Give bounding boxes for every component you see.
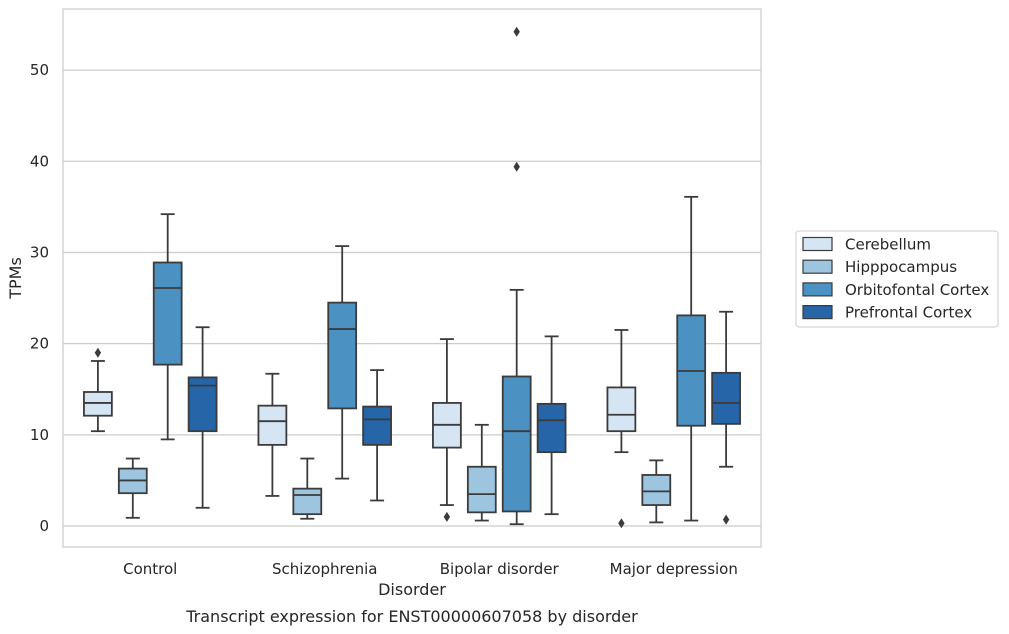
box-2-1 — [466, 423, 497, 522]
box-0-0 — [83, 347, 113, 433]
outlier-point — [513, 161, 520, 172]
legend-swatch — [802, 305, 833, 320]
x-axis-label: Disorder — [378, 580, 446, 599]
y-tick-label: 20 — [30, 335, 49, 353]
box-body — [362, 405, 392, 446]
box-body — [466, 465, 497, 514]
legend: Cerebellum Hipppocampus Orbitofontal Corte… — [795, 230, 999, 328]
x-tick-label: Control — [123, 560, 177, 578]
y-axis-label: TPMs — [6, 257, 25, 300]
legend-label: Hipppocampus — [845, 258, 957, 276]
outlier-point — [722, 514, 730, 525]
y-tick-label: 10 — [30, 426, 49, 444]
box-1-2 — [327, 245, 358, 480]
box-3-3 — [711, 310, 741, 525]
x-tick-label: Major depression — [610, 560, 738, 578]
box-body — [152, 261, 183, 366]
legend-label: Orbitofontal Cortex — [845, 281, 989, 299]
legend-swatch — [802, 259, 833, 274]
box-body — [292, 487, 323, 516]
box-1-1 — [292, 457, 323, 520]
x-tick-label: Bipolar disorder — [440, 560, 560, 578]
y-tick-label: 40 — [30, 152, 49, 170]
outlier-point — [618, 518, 625, 529]
legend-label: Prefrontal Cortex — [845, 304, 972, 322]
box-body — [257, 404, 288, 446]
legend-swatch — [802, 282, 833, 297]
box-body — [536, 402, 567, 454]
box-0-1 — [117, 457, 148, 519]
box-2-3 — [536, 335, 567, 516]
outlier-point — [513, 26, 520, 37]
x-tick-labels: Control Schizophrenia Bipolar disorder Majo… — [123, 560, 738, 578]
legend-swatch — [802, 236, 833, 252]
legend-frame — [795, 230, 999, 328]
x-tick-label: Schizophrenia — [272, 560, 377, 578]
box-3-1 — [641, 459, 672, 524]
box-0-2 — [152, 213, 183, 441]
y-tick-label: 0 — [39, 517, 49, 535]
box-body — [501, 375, 532, 513]
box-body — [83, 391, 113, 417]
outlier-point — [94, 347, 102, 358]
y-tick-label: 50 — [30, 61, 49, 79]
boxes — [83, 26, 741, 529]
plot-area-frame — [62, 8, 762, 548]
box-2-0 — [432, 338, 462, 522]
box-0-3 — [187, 326, 218, 509]
box-1-3 — [362, 369, 392, 502]
y-tick-labels: 0 10 20 30 40 50 — [30, 61, 49, 535]
box-body — [711, 371, 741, 425]
outlier-point — [443, 511, 451, 522]
figure-caption: Transcript expression for ENST0000060705… — [185, 607, 638, 626]
box-body — [606, 386, 637, 433]
legend-label: Cerebellum — [845, 236, 931, 254]
box-2-2 — [501, 26, 532, 526]
box-body — [327, 301, 358, 410]
y-tick-label: 30 — [30, 243, 49, 261]
box-1-0 — [257, 372, 288, 497]
box-3-2 — [676, 195, 707, 522]
box-body — [641, 474, 672, 506]
box-3-0 — [606, 329, 637, 529]
